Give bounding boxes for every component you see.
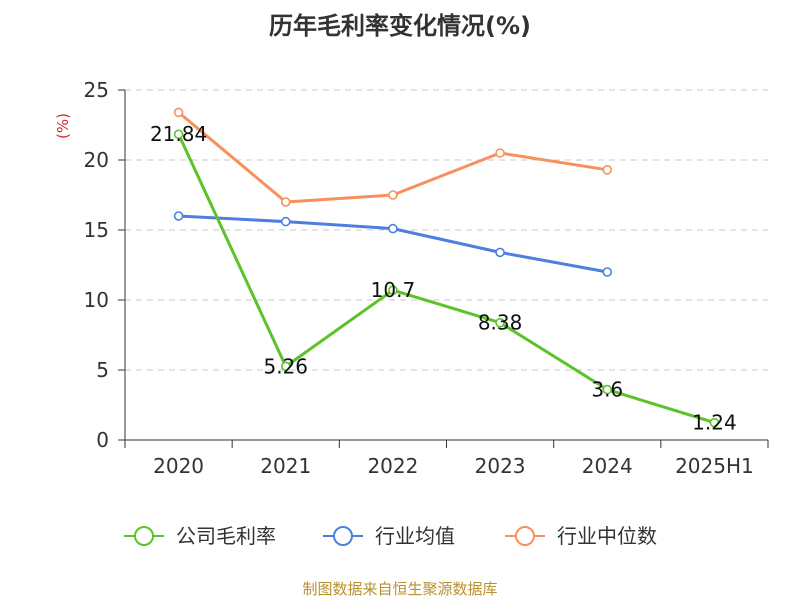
data-point-2 xyxy=(495,148,505,158)
data-point-0 xyxy=(602,384,613,395)
data-label: 5.26 xyxy=(263,354,308,378)
data-point-2 xyxy=(602,165,613,175)
y-tick-label: 25 xyxy=(84,78,109,102)
legend-marker-0 xyxy=(134,526,154,546)
chart-title: 历年毛利率变化情况(%) xyxy=(269,12,531,40)
data-point-0 xyxy=(495,317,505,328)
data-point-2 xyxy=(173,107,184,118)
legend-label: 行业中位数 xyxy=(557,524,657,548)
legend-label: 公司毛利率 xyxy=(176,524,276,548)
x-tick-label: 2025H1 xyxy=(675,454,754,478)
legend: 公司毛利率 行业均值 行业中位数 xyxy=(124,524,657,548)
x-tick-label: 2024 xyxy=(582,454,633,478)
data-point-0 xyxy=(709,417,720,428)
data-point-0 xyxy=(280,361,291,372)
x-tick-label: 2020 xyxy=(153,454,204,478)
series-line-0 xyxy=(177,132,716,425)
y-tick-label: 0 xyxy=(96,428,109,452)
legend-marker-1 xyxy=(333,526,353,546)
data-point-2 xyxy=(388,190,398,200)
y-axis-unit-label: (%) xyxy=(54,113,72,139)
x-tick-label: 2021 xyxy=(260,454,311,478)
data-label: 1.24 xyxy=(692,411,737,435)
source-note: 制图数据来自恒生聚源数据库 xyxy=(302,580,497,598)
data-point-0 xyxy=(173,129,184,140)
y-tick-label: 20 xyxy=(84,148,109,172)
legend-label: 行业均值 xyxy=(375,524,455,548)
y-tick-label: 15 xyxy=(84,218,109,242)
data-point-1 xyxy=(602,267,613,277)
legend-marker-2 xyxy=(515,526,535,546)
data-label: 3.6 xyxy=(591,378,623,402)
data-point-1 xyxy=(280,216,291,227)
y-tick-label: 10 xyxy=(84,288,109,312)
x-tick-label: 2022 xyxy=(367,454,418,478)
series-line-2 xyxy=(177,110,609,204)
x-tick-label: 2023 xyxy=(475,454,526,478)
data-point-1 xyxy=(495,247,505,258)
y-tick-label: 5 xyxy=(96,358,109,382)
data-point-2 xyxy=(280,197,291,207)
data-point-1 xyxy=(388,223,398,234)
data-point-1 xyxy=(173,211,184,221)
data-label: 10.7 xyxy=(371,278,416,302)
data-label: 8.38 xyxy=(478,311,523,335)
data-point-0 xyxy=(388,285,398,296)
data-label: 21.84 xyxy=(150,122,207,146)
